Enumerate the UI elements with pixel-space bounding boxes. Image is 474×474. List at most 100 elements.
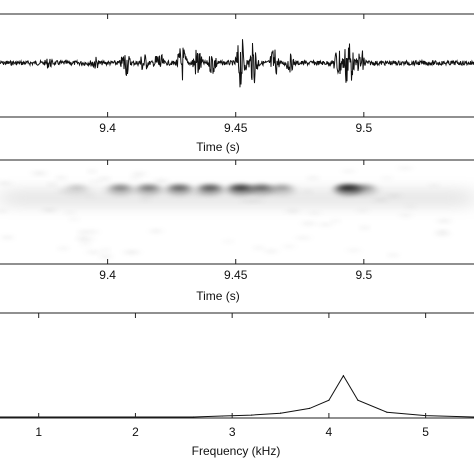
spectrogram-noise (343, 169, 355, 173)
spectrogram-noise (0, 209, 6, 213)
spectrum-panel: 1 2 3 4 5 Frequency (kHz) (0, 312, 474, 458)
spectrogram-noise (2, 235, 13, 239)
spectrogram-energy-blob (69, 185, 85, 191)
spectrogram-noise (88, 169, 96, 173)
spectrogram-noise (266, 249, 277, 253)
spectrogram-noise (400, 213, 411, 217)
spectrogram-noise (87, 250, 100, 254)
spectrogram-noise (241, 199, 250, 203)
spectrogram-energy-blob (252, 185, 271, 191)
spectrogram-noise (437, 230, 448, 234)
spectrum-tick-label: 2 (132, 425, 139, 439)
spectrogram-noise (43, 208, 56, 212)
spectrogram-panel: 9.4 9.45 9.5 Time (s) (0, 159, 474, 303)
spectrogram-noise (284, 245, 294, 249)
spectrum-point (279, 412, 282, 414)
spectrogram-noise (133, 172, 145, 176)
spectrogram-energy-blob (200, 185, 220, 191)
spectrogram-noise (150, 229, 162, 233)
spectrum-point (328, 399, 330, 401)
spectrogram-noise (357, 209, 368, 213)
spectrum-point (342, 375, 345, 377)
spectrum-plot (0, 374, 474, 418)
spectrum-point (250, 414, 253, 416)
waveform-tick-label: 9.4 (99, 121, 116, 135)
spectrogram-noise (84, 230, 98, 234)
spectrogram-noise (0, 181, 11, 185)
spectrogram-energy-blob (355, 185, 373, 191)
spectrogram-noise (438, 219, 451, 223)
waveform-plot (0, 39, 474, 88)
spectrogram-noise (57, 176, 66, 180)
spectrum-point (386, 411, 388, 413)
spectrogram-noise (224, 239, 233, 243)
spectrogram-energy-blob (273, 185, 291, 191)
waveform-tick-label: 9.45 (224, 121, 248, 135)
spectrogram-plot (0, 166, 474, 259)
spectrogram-noise (389, 253, 398, 257)
spectrogram-noise (304, 189, 311, 193)
spectrogram-noise (387, 194, 401, 198)
spectrum-tick-label: 1 (35, 425, 42, 439)
spectrogram-noise (81, 242, 90, 246)
spectrum-tick-label: 3 (229, 425, 236, 439)
spectrogram-noise (102, 248, 109, 252)
spectrogram-noise (347, 248, 360, 252)
waveform-x-axis: 9.4 9.45 9.5 (99, 14, 372, 135)
spectrogram-noise (124, 250, 139, 254)
spectrogram-noise (66, 211, 75, 215)
spectrogram-noise (86, 194, 94, 198)
spectrogram-noise (296, 236, 310, 240)
spectrogram-noise (70, 217, 78, 221)
spectrogram-noise (375, 198, 387, 202)
spectrogram-energy-blob (111, 185, 130, 191)
spectrum-x-axis: 1 2 3 4 5 (35, 313, 429, 439)
spectrum-tick-label: 5 (422, 425, 429, 439)
spectrogram-energy-blob (139, 185, 158, 191)
spectrogram-noise (254, 246, 263, 250)
spectrum-point (357, 399, 359, 401)
spectrogram-noise (78, 230, 85, 234)
spectrum-x-axis-label: Frequency (kHz) (192, 444, 281, 458)
waveform-tick-label: 9.5 (355, 121, 372, 135)
spectrogram-energy-blob (170, 185, 189, 191)
spectrogram-noise (131, 176, 139, 180)
spectrogram-tick-label: 9.4 (99, 268, 116, 282)
spectrogram-energy-blob (230, 185, 251, 191)
spectrogram-noise (59, 246, 68, 250)
spectrogram-noise (100, 177, 109, 181)
spectrogram-noise (91, 179, 99, 183)
spectrogram-noise (286, 209, 299, 213)
waveform-panel: 9.4 9.45 9.5 Time (s) (0, 13, 474, 154)
spectrogram-noise (48, 182, 56, 186)
waveform-trace (0, 39, 474, 88)
spectrogram-noise (435, 232, 450, 236)
spectrogram-noise (32, 171, 46, 175)
spectrogram-noise (302, 221, 315, 225)
spectrogram-x-axis-label: Time (s) (196, 289, 240, 303)
spectrogram-noise (429, 183, 439, 187)
spectrum-point (192, 416, 195, 418)
spectrogram-noise (141, 197, 150, 201)
spectrogram-tick-label: 9.5 (355, 268, 372, 282)
spectrogram-tick-label: 9.45 (224, 268, 248, 282)
waveform-x-axis-label: Time (s) (196, 140, 240, 154)
spectrogram-noise (308, 176, 318, 180)
spectrogram-noise (309, 211, 320, 215)
spectrogram-noise (77, 236, 85, 240)
spectrum-point (221, 415, 224, 417)
spectrogram-noise (101, 255, 111, 259)
spectrum-line (0, 374, 474, 418)
spectrogram-noise (248, 199, 262, 203)
spectrogram-noise (319, 223, 332, 227)
spectrogram-noise (156, 179, 167, 183)
spectrogram-x-axis: 9.4 9.45 9.5 (99, 160, 372, 282)
spectrogram-noise (361, 226, 368, 230)
spectrogram-noise (405, 205, 415, 209)
spectrum-point (308, 407, 311, 409)
spectrogram-noise (382, 176, 392, 180)
spectrogram-noise (332, 219, 339, 223)
spectrum-tick-label: 4 (326, 425, 333, 439)
spectrogram-noise (398, 166, 412, 170)
